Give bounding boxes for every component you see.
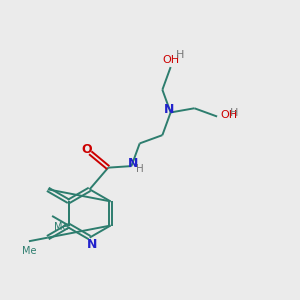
Text: H: H [230, 108, 238, 118]
Text: OH: OH [220, 110, 237, 120]
Text: OH: OH [162, 55, 179, 65]
Text: H: H [136, 164, 144, 174]
Text: O: O [81, 143, 92, 156]
Text: N: N [164, 103, 174, 116]
Text: Me: Me [22, 246, 36, 256]
Text: N: N [87, 238, 97, 251]
Text: N: N [128, 157, 138, 170]
Text: Me: Me [54, 222, 68, 232]
Text: H: H [176, 50, 185, 60]
